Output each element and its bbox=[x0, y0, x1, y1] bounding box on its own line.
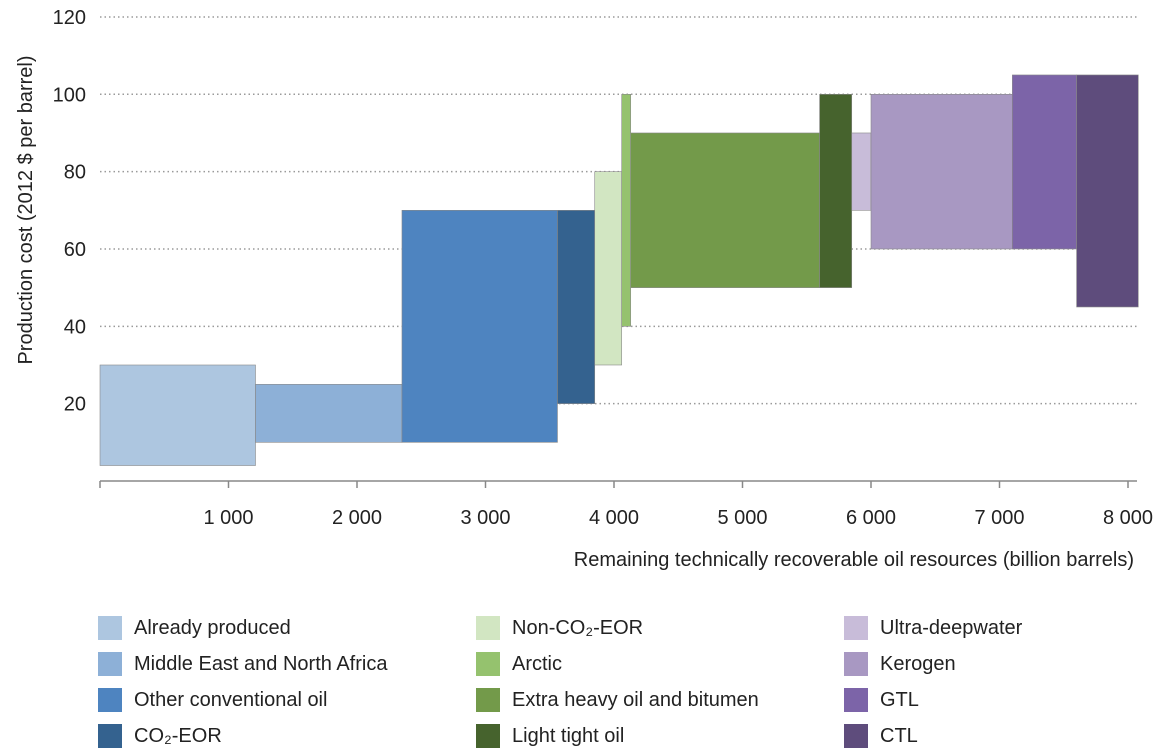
y-tick-label-40: 40 bbox=[64, 316, 86, 338]
bar-ultra-deepwater bbox=[851, 132, 872, 211]
legend-label-middle-east-and-north-africa: Middle East and North Africa bbox=[134, 652, 388, 675]
bar-kerogen bbox=[870, 94, 1013, 250]
legend-item-gtl: GTL bbox=[844, 682, 1022, 718]
legend-item-light-tight-oil: Light tight oil bbox=[476, 718, 759, 754]
legend-swatch-kerogen bbox=[844, 652, 868, 676]
legend-item-ultra-deepwater: Ultra-deepwater bbox=[844, 610, 1022, 646]
legend-swatch-middle-east-and-north-africa bbox=[98, 652, 122, 676]
bar-already-produced bbox=[99, 364, 256, 466]
x-tick-label-4000: 4 000 bbox=[589, 507, 639, 529]
x-axis: 1 000 2 000 3 000 4 000 5 000 6 000 7 000 8 000 bbox=[99, 480, 1153, 529]
legend-swatch-non-co2-eor bbox=[476, 616, 500, 640]
legend-item-other-conventional-oil: Other conventional oil bbox=[98, 682, 387, 718]
y-axis: 20 40 60 80 100 120 bbox=[53, 7, 86, 416]
legend-swatch-already-produced bbox=[98, 616, 122, 640]
y-tick-label-60: 60 bbox=[64, 239, 86, 261]
bar-non-co2-eor bbox=[594, 171, 623, 366]
legend-swatch-gtl bbox=[844, 688, 868, 712]
legend-item-arctic: Arctic bbox=[476, 646, 759, 682]
x-axis-title: Remaining technically recoverable oil re… bbox=[574, 549, 1134, 571]
y-tick-label-20: 20 bbox=[64, 394, 86, 416]
legend-column-2: Non-CO₂-EOR Arctic Extra heavy oil and bit… bbox=[476, 610, 759, 754]
legend-item-extra-heavy-oil-and-bitumen: Extra heavy oil and bitumen bbox=[476, 682, 759, 718]
y-tick-label-120: 120 bbox=[53, 7, 86, 29]
bars bbox=[99, 74, 1139, 466]
legend-item-non-co2-eor: Non-CO₂-EOR bbox=[476, 610, 759, 646]
x-tick-label-5000: 5 000 bbox=[717, 507, 767, 529]
bar-arctic bbox=[621, 94, 632, 327]
x-tick-label-8000: 8 000 bbox=[1103, 507, 1153, 529]
legend-item-middle-east-and-north-africa: Middle East and North Africa bbox=[98, 646, 387, 682]
legend-swatch-other-conventional-oil bbox=[98, 688, 122, 712]
legend-column-1: Already produced Middle East and North Af… bbox=[98, 610, 387, 754]
legend-label-extra-heavy-oil-and-bitumen: Extra heavy oil and bitumen bbox=[512, 688, 759, 711]
y-tick-label-80: 80 bbox=[64, 162, 86, 184]
y-tick-label-100: 100 bbox=[53, 84, 86, 106]
legend-label-ultra-deepwater: Ultra-deepwater bbox=[880, 616, 1023, 639]
legend-label-co2-eor: CO₂-EOR bbox=[134, 724, 222, 747]
supply-cost-chart: 1 000 2 000 3 000 4 000 5 000 6 000 7 000 8 000… bbox=[15, 7, 1153, 571]
bar-co2-eor bbox=[557, 210, 596, 404]
legend-label-arctic: Arctic bbox=[512, 652, 562, 675]
x-tick-label-6000: 6 000 bbox=[846, 507, 896, 529]
legend-label-other-conventional-oil: Other conventional oil bbox=[134, 688, 328, 711]
legend-swatch-extra-heavy-oil-and-bitumen bbox=[476, 688, 500, 712]
bar-middle-east-and-north-africa bbox=[255, 384, 403, 443]
legend-item-already-produced: Already produced bbox=[98, 610, 387, 646]
legend-label-light-tight-oil: Light tight oil bbox=[512, 724, 625, 747]
bar-other-conventional-oil bbox=[401, 210, 558, 443]
x-tick-label-1000: 1 000 bbox=[203, 507, 253, 529]
legend-label-ctl: CTL bbox=[880, 724, 918, 747]
x-tick-label-3000: 3 000 bbox=[460, 507, 510, 529]
legend-item-kerogen: Kerogen bbox=[844, 646, 1022, 682]
bar-light-tight-oil bbox=[819, 94, 853, 288]
bar-gtl bbox=[1012, 74, 1077, 250]
legend-label-non-co2-eor: Non-CO₂-EOR bbox=[512, 616, 644, 639]
legend-swatch-arctic bbox=[476, 652, 500, 676]
bar-ctl bbox=[1076, 74, 1139, 308]
legend-label-already-produced: Already produced bbox=[134, 616, 291, 639]
legend-swatch-ctl bbox=[844, 724, 868, 748]
legend-swatch-ultra-deepwater bbox=[844, 616, 868, 640]
y-axis-title: Production cost (2012 $ per barrel) bbox=[15, 55, 37, 364]
legend-column-3: Ultra-deepwater Kerogen GTL CTL bbox=[844, 610, 1022, 754]
legend-swatch-co2-eor bbox=[98, 724, 122, 748]
legend-label-gtl: GTL bbox=[880, 688, 919, 711]
legend-item-co2-eor: CO₂-EOR bbox=[98, 718, 387, 754]
x-tick-label-7000: 7 000 bbox=[974, 507, 1024, 529]
legend-label-kerogen: Kerogen bbox=[880, 652, 956, 675]
legend-swatch-light-tight-oil bbox=[476, 724, 500, 748]
x-tick-label-2000: 2 000 bbox=[332, 507, 382, 529]
legend-item-ctl: CTL bbox=[844, 718, 1022, 754]
bar-extra-heavy-oil-and-bitumen bbox=[630, 132, 820, 288]
